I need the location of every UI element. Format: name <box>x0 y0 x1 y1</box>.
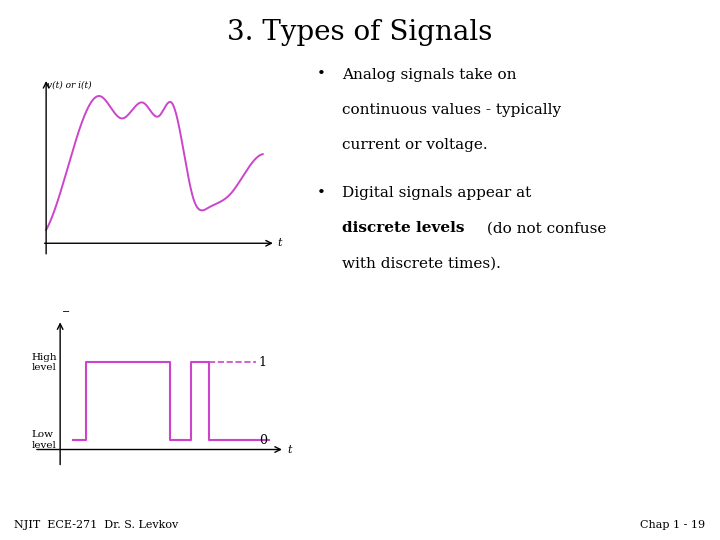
Text: continuous values - typically: continuous values - typically <box>342 103 561 117</box>
Text: •: • <box>317 68 325 82</box>
Text: 0: 0 <box>258 434 266 447</box>
Text: NJIT  ECE-271  Dr. S. Levkov: NJIT ECE-271 Dr. S. Levkov <box>14 520 179 530</box>
Text: Chap 1 - 19: Chap 1 - 19 <box>641 520 706 530</box>
Text: High
level: High level <box>32 353 57 372</box>
Text: with discrete times).: with discrete times). <box>342 256 501 271</box>
Text: Low
level: Low level <box>32 430 56 450</box>
Text: t: t <box>287 444 292 455</box>
Text: current or voltage.: current or voltage. <box>342 138 487 152</box>
Text: Digital signals appear at: Digital signals appear at <box>342 186 531 200</box>
Text: −: − <box>62 307 71 317</box>
Text: (do not confuse: (do not confuse <box>482 221 607 235</box>
Text: 1: 1 <box>258 356 266 369</box>
Text: Analog signals take on: Analog signals take on <box>342 68 516 82</box>
Text: discrete levels: discrete levels <box>342 221 464 235</box>
Text: 3. Types of Signals: 3. Types of Signals <box>228 19 492 46</box>
Text: •: • <box>317 186 325 200</box>
Text: v(t) or i(t): v(t) or i(t) <box>48 80 92 90</box>
Text: t: t <box>278 238 282 248</box>
